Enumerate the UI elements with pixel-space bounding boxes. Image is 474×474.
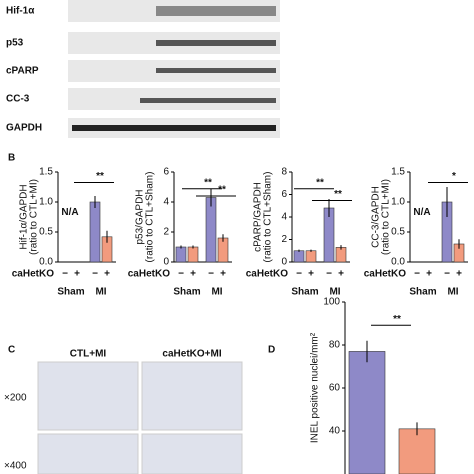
row-label: caHetKO [128, 269, 170, 280]
annotation: N/A [413, 207, 430, 218]
annotation: ** [218, 185, 226, 196]
y-tick-label: 4 [281, 212, 287, 223]
y-tick-label: 80 [329, 340, 341, 351]
blot-label: Hif-1α [6, 6, 35, 17]
annotation: * [452, 171, 456, 182]
row-label: caHetKO [364, 269, 406, 280]
x-tick-label: + [104, 269, 110, 280]
y-axis-label: (ratio to CTL+Sham) [263, 172, 274, 263]
y-axis-label: (ratio to CTL+MI) [381, 179, 392, 255]
y-tick-label: 40 [329, 426, 341, 437]
y-tick-label: 1.5 [39, 167, 53, 178]
group-label: MI [329, 287, 340, 298]
bar [205, 197, 217, 263]
row-label: caHetKO [12, 269, 54, 280]
annotation: N/A [61, 207, 78, 218]
group-label: MI [447, 287, 458, 298]
bar [89, 201, 101, 263]
blot-bands [72, 6, 276, 131]
y-tick-label: 1.0 [39, 197, 53, 208]
bar [175, 246, 187, 263]
y-tick-label: 0 [281, 257, 287, 268]
y-tick-label: 4 [163, 197, 169, 208]
x-tick-label: + [190, 269, 196, 280]
y-axis-label: (ratio to CTL+MI) [29, 179, 40, 255]
group-label: Sham [173, 287, 200, 298]
bar [293, 250, 305, 263]
y-tick-label: 2 [163, 227, 169, 238]
x-tick-label: − [178, 269, 184, 280]
group-label: MI [95, 287, 106, 298]
y-tick-label: 1.5 [391, 167, 405, 178]
x-tick-label: − [208, 269, 214, 280]
annotation: ** [316, 177, 324, 188]
column-label: caHetKO+MI [162, 349, 221, 360]
x-tick-label: + [220, 269, 226, 280]
bar [348, 351, 386, 474]
y-tick-label: 0.5 [39, 227, 53, 238]
group-label: MI [211, 287, 222, 298]
y-axis-label: Hif-1α/GAPDH [19, 184, 30, 249]
row-label: caHetKO [246, 269, 288, 280]
x-tick-label: + [74, 269, 80, 280]
group-label: Sham [291, 287, 318, 298]
annotation: ** [204, 177, 212, 188]
y-tick-label: 0.0 [39, 257, 53, 268]
x-tick-label: − [326, 269, 332, 280]
annotation: ** [334, 189, 342, 200]
annotation: ** [96, 171, 104, 182]
y-axis-label: p53/GAPDH [135, 189, 146, 244]
annotation: ** [393, 314, 401, 325]
y-axis-label: (ratio to CTL+Sham) [145, 172, 156, 263]
y-tick-label: 8 [281, 167, 287, 178]
micrographs [37, 361, 243, 474]
y-tick-label: 1.0 [391, 197, 405, 208]
y-tick-label: 60 [329, 383, 341, 394]
blot-label: CC-3 [6, 94, 30, 105]
blot-label: p53 [6, 38, 24, 49]
group-label: Sham [57, 287, 84, 298]
y-tick-label: 100 [323, 297, 340, 308]
panel-label: C [8, 345, 15, 356]
y-tick-label: 2 [281, 234, 287, 245]
column-label: CTL+MI [70, 349, 107, 360]
panel-label: D [268, 345, 275, 356]
y-tick-label: 6 [281, 189, 287, 200]
x-tick-label: − [92, 269, 98, 280]
x-tick-label: − [62, 269, 68, 280]
y-tick-label: 0.5 [391, 227, 405, 238]
row-label: ×200 [4, 393, 27, 404]
y-tick-label: 0.0 [391, 257, 405, 268]
x-tick-label: + [426, 269, 432, 280]
x-tick-label: − [414, 269, 420, 280]
y-tick-label: 6 [163, 167, 169, 178]
y-axis-label: cPARP/GAPDH [253, 182, 264, 252]
x-tick-label: − [444, 269, 450, 280]
x-tick-label: − [296, 269, 302, 280]
row-label: ×400 [4, 461, 27, 472]
bar [305, 250, 317, 263]
bar [398, 428, 436, 474]
x-tick-label: + [456, 269, 462, 280]
panel-label: B [8, 153, 15, 164]
group-label: Sham [409, 287, 436, 298]
y-axis-label: INEL positive nuclei/mm² [310, 332, 321, 443]
blot-label: GAPDH [6, 123, 42, 134]
x-tick-label: + [338, 269, 344, 280]
y-axis-label: CC-3/GAPDH [371, 186, 382, 248]
bar [187, 246, 199, 263]
blot-label: cPARP [6, 66, 39, 77]
y-tick-label: 0 [163, 257, 169, 268]
x-tick-label: + [308, 269, 314, 280]
